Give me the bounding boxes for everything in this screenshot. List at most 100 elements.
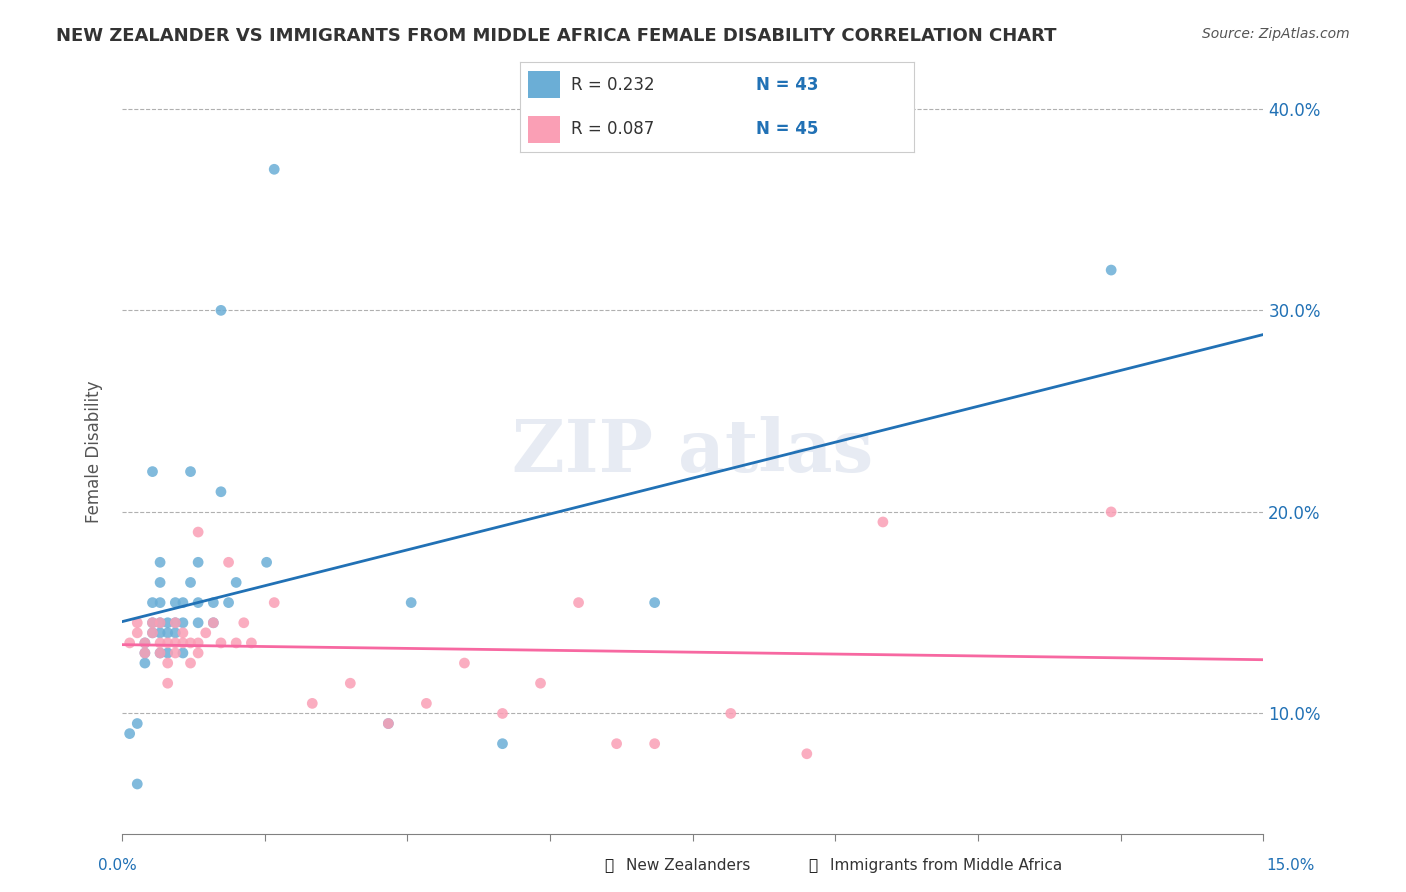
Point	[156, 676, 179, 690]
Point	[720, 706, 742, 721]
Point	[209, 484, 232, 499]
Point	[165, 636, 187, 650]
Point	[180, 656, 202, 670]
Point	[141, 615, 163, 630]
Text: 15.0%: 15.0%	[1267, 858, 1315, 872]
Point	[1099, 505, 1122, 519]
Point	[187, 646, 209, 660]
Point	[399, 596, 422, 610]
Point	[377, 716, 399, 731]
Point	[240, 636, 263, 650]
Point	[156, 615, 179, 630]
Text: 🔴: 🔴	[808, 858, 817, 872]
Point	[644, 737, 666, 751]
Text: Source: ZipAtlas.com: Source: ZipAtlas.com	[1202, 27, 1350, 41]
Point	[796, 747, 818, 761]
Point	[209, 636, 232, 650]
Point	[172, 636, 194, 650]
Point	[202, 615, 225, 630]
Text: N = 45: N = 45	[756, 120, 818, 138]
Text: Immigrants from Middle Africa: Immigrants from Middle Africa	[830, 858, 1062, 872]
Point	[187, 596, 209, 610]
Point	[118, 726, 141, 740]
Point	[218, 555, 240, 569]
Point	[180, 465, 202, 479]
Point	[165, 596, 187, 610]
FancyBboxPatch shape	[529, 71, 560, 98]
Text: ZIP atlas: ZIP atlas	[512, 416, 873, 487]
Point	[149, 646, 172, 660]
Point	[134, 646, 156, 660]
Point	[127, 615, 149, 630]
Point	[377, 716, 399, 731]
Point	[644, 596, 666, 610]
Point	[134, 636, 156, 650]
Point	[165, 615, 187, 630]
Point	[149, 555, 172, 569]
Point	[491, 737, 513, 751]
Point	[134, 646, 156, 660]
Point	[202, 615, 225, 630]
Point	[141, 596, 163, 610]
Point	[141, 625, 163, 640]
Point	[194, 625, 217, 640]
Point	[453, 656, 475, 670]
Text: 🔵: 🔵	[605, 858, 613, 872]
Point	[301, 697, 323, 711]
Point	[187, 615, 209, 630]
Point	[187, 555, 209, 569]
Point	[127, 777, 149, 791]
Point	[149, 615, 172, 630]
Point	[149, 615, 172, 630]
Point	[225, 575, 247, 590]
Point	[127, 625, 149, 640]
Point	[141, 625, 163, 640]
Point	[165, 646, 187, 660]
Point	[172, 615, 194, 630]
Point	[232, 615, 254, 630]
Point	[339, 676, 361, 690]
Point	[172, 596, 194, 610]
Point	[127, 716, 149, 731]
Point	[529, 676, 551, 690]
Point	[567, 596, 589, 610]
Point	[187, 636, 209, 650]
Point	[156, 656, 179, 670]
Point	[149, 625, 172, 640]
Point	[180, 636, 202, 650]
Text: NEW ZEALANDER VS IMMIGRANTS FROM MIDDLE AFRICA FEMALE DISABILITY CORRELATION CHA: NEW ZEALANDER VS IMMIGRANTS FROM MIDDLE …	[56, 27, 1057, 45]
Point	[149, 636, 172, 650]
Text: R = 0.087: R = 0.087	[571, 120, 655, 138]
Point	[263, 162, 285, 177]
Point	[209, 303, 232, 318]
Point	[872, 515, 894, 529]
Point	[606, 737, 628, 751]
FancyBboxPatch shape	[529, 116, 560, 143]
Text: New Zealanders: New Zealanders	[626, 858, 749, 872]
Point	[156, 646, 179, 660]
Point	[180, 575, 202, 590]
Point	[118, 636, 141, 650]
Point	[1099, 263, 1122, 277]
Point	[415, 697, 437, 711]
Point	[134, 636, 156, 650]
Point	[149, 646, 172, 660]
Point	[218, 596, 240, 610]
Y-axis label: Female Disability: Female Disability	[86, 380, 103, 523]
Point	[172, 625, 194, 640]
Point	[141, 615, 163, 630]
Point	[149, 575, 172, 590]
Text: 0.0%: 0.0%	[98, 858, 138, 872]
Point	[256, 555, 278, 569]
Point	[202, 596, 225, 610]
Text: N = 43: N = 43	[756, 76, 818, 94]
Point	[263, 596, 285, 610]
Point	[134, 656, 156, 670]
Point	[225, 636, 247, 650]
Point	[187, 524, 209, 539]
Point	[165, 615, 187, 630]
Point	[149, 596, 172, 610]
Point	[491, 706, 513, 721]
Point	[156, 625, 179, 640]
Point	[165, 625, 187, 640]
